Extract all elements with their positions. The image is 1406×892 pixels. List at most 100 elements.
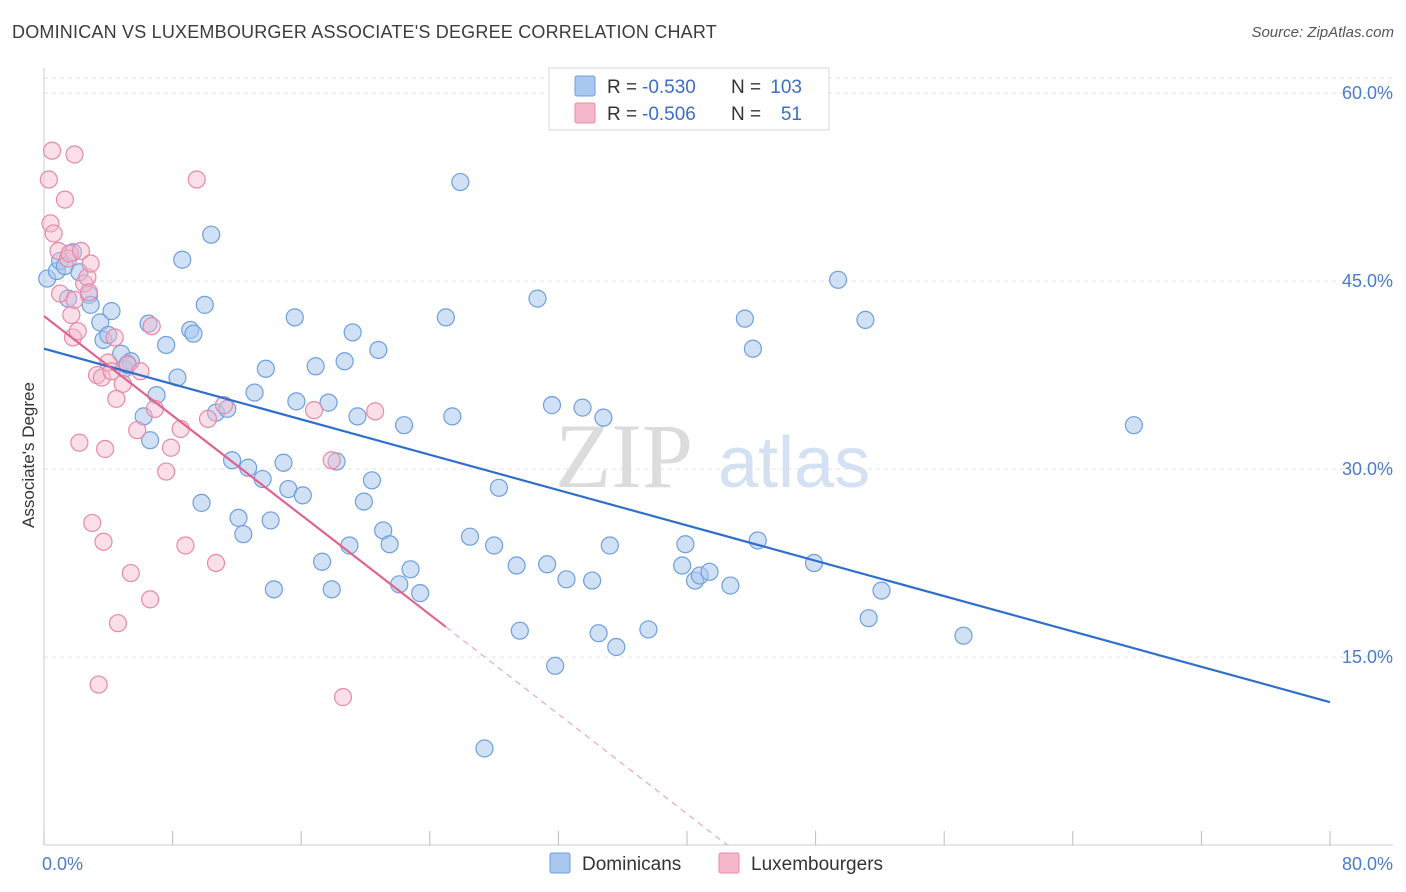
point-luxembourgers-36 (140, 590, 160, 609)
y-tick-label-0: 15.0% (1342, 647, 1393, 667)
point-dominicans-90 (743, 339, 763, 358)
point-luxembourgers-50 (366, 402, 385, 421)
point-dominicans-38 (264, 580, 283, 599)
point-dominicans-94 (856, 310, 875, 329)
axes (43, 68, 1393, 846)
point-luxembourgers-49 (333, 688, 353, 707)
point-luxembourgers-45 (206, 553, 226, 573)
point-dominicans-49 (335, 352, 354, 371)
point-dominicans-41 (285, 308, 304, 327)
point-dominicans-27 (192, 493, 211, 512)
point-dominicans-98 (1124, 416, 1143, 435)
point-luxembourgers-24 (94, 532, 113, 551)
point-luxembourgers-0 (39, 170, 58, 189)
point-dominicans-26 (202, 225, 221, 244)
point-luxembourgers-15 (78, 268, 97, 287)
point-dominicans-83 (673, 556, 692, 575)
point-dominicans-37 (261, 511, 280, 530)
point-luxembourgers-40 (161, 438, 181, 457)
point-luxembourgers-37 (142, 317, 161, 336)
legend-series: Dominicans Luxembourgers (549, 852, 883, 875)
point-dominicans-57 (380, 535, 399, 554)
point-dominicans-22 (173, 250, 192, 269)
point-dominicans-69 (507, 556, 526, 575)
point-dominicans-43 (293, 486, 312, 505)
x-tick-label-0: 0.0% (42, 854, 83, 874)
point-dominicans-47 (322, 580, 341, 599)
data-points (38, 141, 1143, 758)
legend-r-value-2: -0.506 (642, 104, 696, 125)
point-dominicans-32 (234, 525, 253, 544)
point-dominicans-20 (157, 335, 176, 355)
point-luxembourgers-11 (65, 290, 84, 309)
point-dominicans-78 (589, 624, 608, 643)
watermark-zip: ZIP (555, 405, 693, 507)
point-dominicans-62 (436, 308, 455, 327)
point-dominicans-97 (954, 626, 973, 645)
source-credit: Source: ZipAtlas.com (1251, 24, 1394, 41)
point-dominicans-89 (735, 309, 754, 328)
y-tick-label-2: 45.0% (1342, 271, 1393, 291)
point-luxembourgers-46 (214, 396, 234, 415)
legend-n-label-2: N = (731, 104, 761, 125)
trend-line-luxembourgers (43, 315, 447, 628)
point-luxembourgers-3 (44, 224, 63, 243)
point-luxembourgers-8 (60, 244, 79, 263)
point-dominicans-55 (369, 340, 388, 360)
trend-line-dominicans (43, 347, 1331, 704)
y-axis-title: Associate's Degree (19, 382, 38, 528)
point-luxembourgers-20 (83, 513, 102, 533)
legend-series-swatch-dominicans (549, 852, 571, 874)
point-dominicans-77 (583, 571, 602, 590)
legend-series-swatch-luxembourgers (718, 852, 740, 874)
point-luxembourgers-30 (108, 614, 128, 633)
point-dominicans-66 (475, 739, 494, 758)
point-dominicans-82 (639, 620, 658, 639)
point-dominicans-84 (676, 535, 695, 554)
trend-lines (43, 315, 1331, 846)
y-tick-label-3: 60.0% (1342, 83, 1393, 103)
point-dominicans-70 (510, 621, 529, 640)
point-dominicans-75 (557, 570, 576, 589)
point-luxembourgers-29 (107, 389, 126, 408)
point-luxembourgers-6 (55, 190, 74, 209)
point-dominicans-72 (538, 555, 557, 574)
point-dominicans-54 (362, 471, 382, 490)
point-luxembourgers-34 (128, 421, 147, 440)
point-dominicans-18 (140, 431, 160, 450)
point-dominicans-52 (348, 407, 367, 426)
point-luxembourgers-33 (121, 563, 140, 583)
legend-series-label-luxembourgers: Luxembourgers (751, 854, 883, 875)
point-dominicans-93 (829, 270, 848, 289)
point-luxembourgers-19 (81, 254, 100, 273)
point-dominicans-79 (594, 408, 613, 427)
point-dominicans-87 (700, 562, 719, 581)
legend-r-label-2: R = (607, 104, 637, 125)
legend-swatch-luxembourgers (574, 102, 596, 124)
legend-stats-box (548, 67, 830, 131)
legend-r-label-1: R = (607, 77, 637, 98)
point-luxembourgers-25 (95, 439, 115, 459)
point-luxembourgers-44 (198, 409, 218, 429)
point-dominicans-73 (542, 396, 562, 415)
point-dominicans-80 (600, 536, 619, 555)
point-dominicans-24 (184, 324, 203, 343)
point-luxembourgers-4 (49, 241, 68, 261)
point-luxembourgers-12 (68, 322, 87, 341)
trend-extension-luxembourgers (445, 626, 728, 846)
point-luxembourgers-47 (304, 401, 324, 420)
point-dominicans-16 (139, 314, 158, 333)
point-dominicans-53 (354, 492, 373, 511)
legend-r-value-1: -0.530 (642, 77, 696, 98)
point-dominicans-65 (460, 527, 480, 546)
point-luxembourgers-22 (89, 675, 108, 694)
point-dominicans-45 (312, 552, 332, 571)
x-tick-label-1: 80.0% (1342, 854, 1393, 874)
point-luxembourgers-28 (105, 328, 124, 347)
point-luxembourgers-17 (65, 145, 84, 164)
point-dominicans-64 (451, 172, 470, 192)
point-dominicans-25 (195, 295, 214, 314)
point-dominicans-95 (859, 609, 878, 628)
point-dominicans-36 (256, 359, 275, 378)
